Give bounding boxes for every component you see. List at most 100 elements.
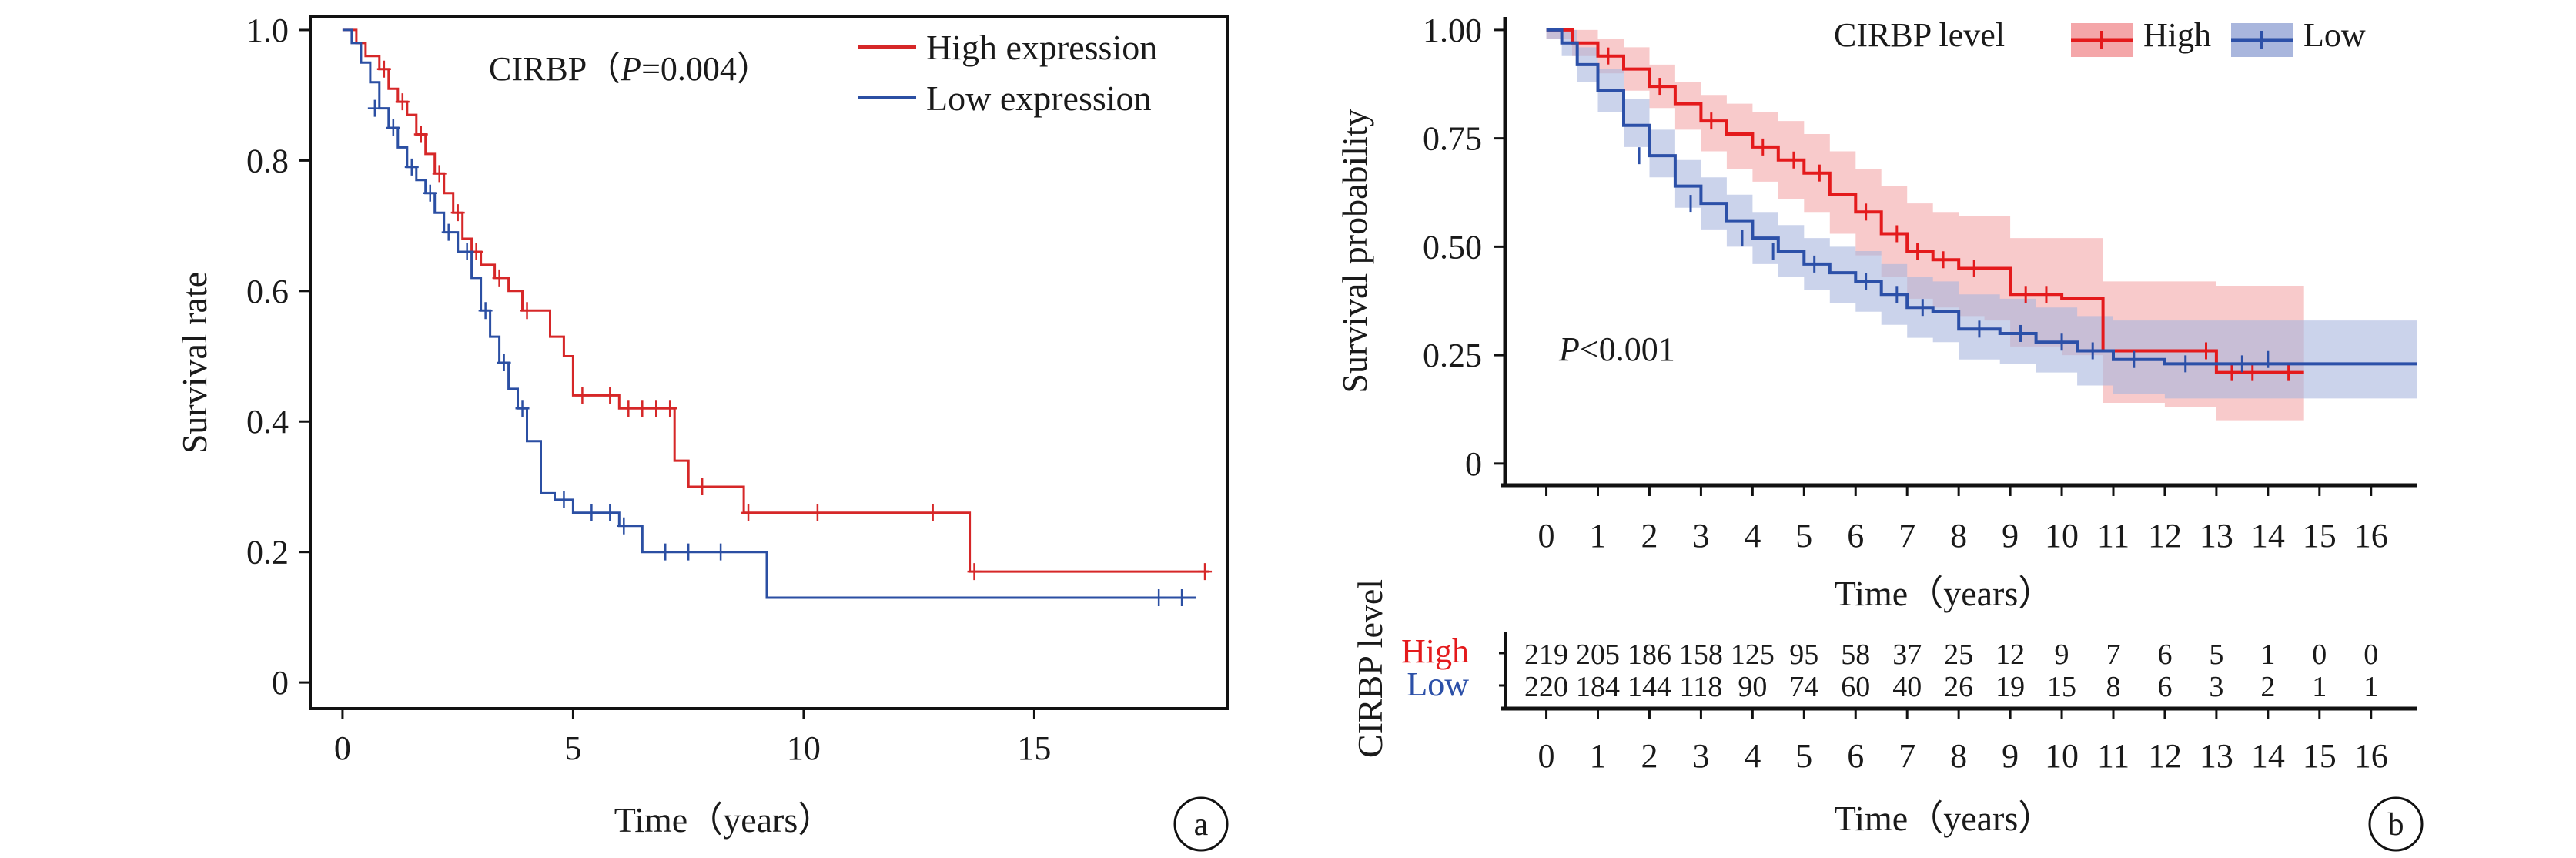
risk-table-x-tick-label: 11 [2097, 737, 2129, 775]
survival-curve-low [1546, 28, 2417, 366]
risk-count-low: 1 [2312, 671, 2327, 703]
censor-mark-low-expression [681, 543, 696, 561]
risk-table-x-tick-label: 7 [1899, 737, 1915, 775]
risk-count-low: 2 [2260, 671, 2275, 703]
risk-count-low: 118 [1680, 671, 1723, 703]
panel-b-x-tick-label: 13 [2200, 517, 2233, 555]
panel-a-y-tick-label: 0.6 [246, 273, 289, 310]
risk-count-low: 74 [1789, 671, 1818, 703]
panel-b-legend: CIRBP level High Low [1834, 16, 2366, 57]
risk-count-low: 220 [1524, 671, 1568, 703]
panel-b-x-tick-label: 11 [2097, 517, 2129, 555]
risk-table-x-tick-label: 15 [2303, 737, 2337, 775]
censor-mark-low-expression [603, 504, 617, 521]
censor-mark-low-expression [423, 184, 437, 202]
censor-mark-high-expression [695, 478, 710, 495]
panel-b-x-tick-label: 9 [2002, 517, 2019, 555]
risk-table-x-tick-label: 14 [2251, 737, 2285, 775]
risk-table-x-ticks: 0 1 2 3 4 5 6 7 8 9 10 11 12 13 14 15 16 [1538, 709, 2388, 775]
panel-b-x-tick-label: 8 [1950, 517, 1967, 555]
risk-count-high: 0 [2312, 638, 2327, 671]
risk-count-low: 6 [2157, 671, 2172, 703]
risk-count-low: 144 [1628, 671, 1671, 703]
risk-table-x-tick-label: 2 [1641, 737, 1658, 775]
panel-a: 0 0.2 0.4 0.6 0.8 1.0 0 5 10 15 Survival rate Ti… [175, 12, 1229, 852]
risk-count-high: 0 [2364, 638, 2378, 671]
risk-count-high: 186 [1628, 638, 1671, 671]
censor-mark-high-expression [520, 302, 534, 320]
risk-count-low: 40 [1892, 671, 1922, 703]
panel-b-x-tick-label: 12 [2148, 517, 2182, 555]
panel-b-x-tick-label: 1 [1590, 517, 1607, 555]
panel-a-x-tick-label: 10 [787, 729, 821, 767]
panel-b-x-axis-label: Time（years） [1835, 574, 2054, 613]
panel-a-x-axis-label: Time（years） [614, 800, 834, 840]
risk-count-high: 12 [1996, 638, 2025, 671]
censor-mark-high-expression [492, 269, 507, 287]
censor-mark-high-expression [635, 400, 650, 417]
panel-b-x-tick-label: 10 [2045, 517, 2079, 555]
censor-mark-high-expression [603, 387, 617, 404]
risk-count-low: 26 [1944, 671, 1973, 703]
panel-b-x-tick-label: 5 [1795, 517, 1812, 555]
panel-b-label-circle [2368, 796, 2424, 852]
panel-b-x-tick-label: 6 [1847, 517, 1864, 555]
panel-a-label: a [1194, 807, 1209, 843]
risk-count-high: 95 [1789, 638, 1818, 671]
censor-mark-low-expression [441, 223, 456, 241]
censor-mark-high-expression [376, 60, 391, 78]
panel-a-series [342, 28, 1213, 606]
panel-a-y-tick-label: 0.4 [246, 403, 289, 441]
censor-mark-low-expression [658, 543, 673, 561]
risk-row-label-high: High [1401, 632, 1469, 670]
risk-table-x-tick-label: 8 [1950, 737, 1967, 775]
censor-mark-low-expression [714, 543, 728, 561]
risk-table-x-tick-label: 4 [1744, 737, 1761, 775]
panel-a-y-tick-label: 0.2 [246, 534, 289, 571]
risk-table-x-tick-label: 0 [1538, 737, 1555, 775]
risk-table-x-tick-label: 1 [1590, 737, 1607, 775]
censor-mark-low-expression [557, 491, 571, 508]
panel-a-legend: High expression Low expression [858, 28, 1157, 118]
risk-count-high: 205 [1576, 638, 1620, 671]
censor-mark-high-expression [967, 563, 982, 581]
censor-mark-high-expression [575, 387, 590, 404]
confidence-band-low [1546, 29, 2417, 399]
panel-b-x-tick-label: 2 [1641, 517, 1658, 555]
panel-b-x-tick-label: 4 [1744, 517, 1761, 555]
survival-curve-high [1546, 28, 2304, 374]
panel-b-y-tick-label: 1.00 [1423, 12, 1482, 49]
censor-mark-high-expression [432, 165, 447, 183]
legend-label-high-expression: High expression [926, 28, 1157, 67]
panel-b-y-axis-label: Survival probability [1335, 109, 1374, 393]
risk-count-low: 15 [2047, 671, 2076, 703]
panel-a-y-axis-label: Survival rate [175, 272, 214, 454]
panel-a-x-tick-label: 0 [334, 729, 351, 767]
risk-count-high: 6 [2157, 638, 2172, 671]
risk-count-high: 158 [1679, 638, 1723, 671]
risk-row-label-low: Low [1407, 665, 1469, 703]
censor-mark-high-expression [1198, 563, 1213, 581]
panel-b-y-tick-label: 0.25 [1423, 337, 1482, 374]
risk-table-x-tick-label: 5 [1795, 737, 1812, 775]
panel-a-x-tick-label: 15 [1017, 729, 1051, 767]
legend-label-low: Low [2303, 16, 2366, 54]
panel-b-x-tick-label: 14 [2251, 517, 2285, 555]
censor-mark-high-expression [395, 93, 410, 111]
censor-mark-low-expression [515, 400, 530, 417]
risk-count-low: 3 [2209, 671, 2223, 703]
censor-mark-high-expression [649, 400, 664, 417]
censor-mark-low-expression [617, 517, 631, 535]
panel-b-x-tick-label: 0 [1538, 517, 1555, 555]
risk-table-x-tick-label: 12 [2148, 737, 2182, 775]
risk-table-title: CIRBP level [1350, 579, 1390, 758]
panel-b-y-tick-label: 0.75 [1423, 120, 1482, 158]
risk-table-x-tick-label: 16 [2354, 737, 2388, 775]
panel-b-series [1546, 28, 2417, 381]
censor-mark-low-expression [367, 99, 382, 117]
censor-mark-high-expression [925, 504, 940, 521]
risk-table-x-tick-label: 13 [2200, 737, 2233, 775]
risk-count-high: 1 [2260, 638, 2275, 671]
